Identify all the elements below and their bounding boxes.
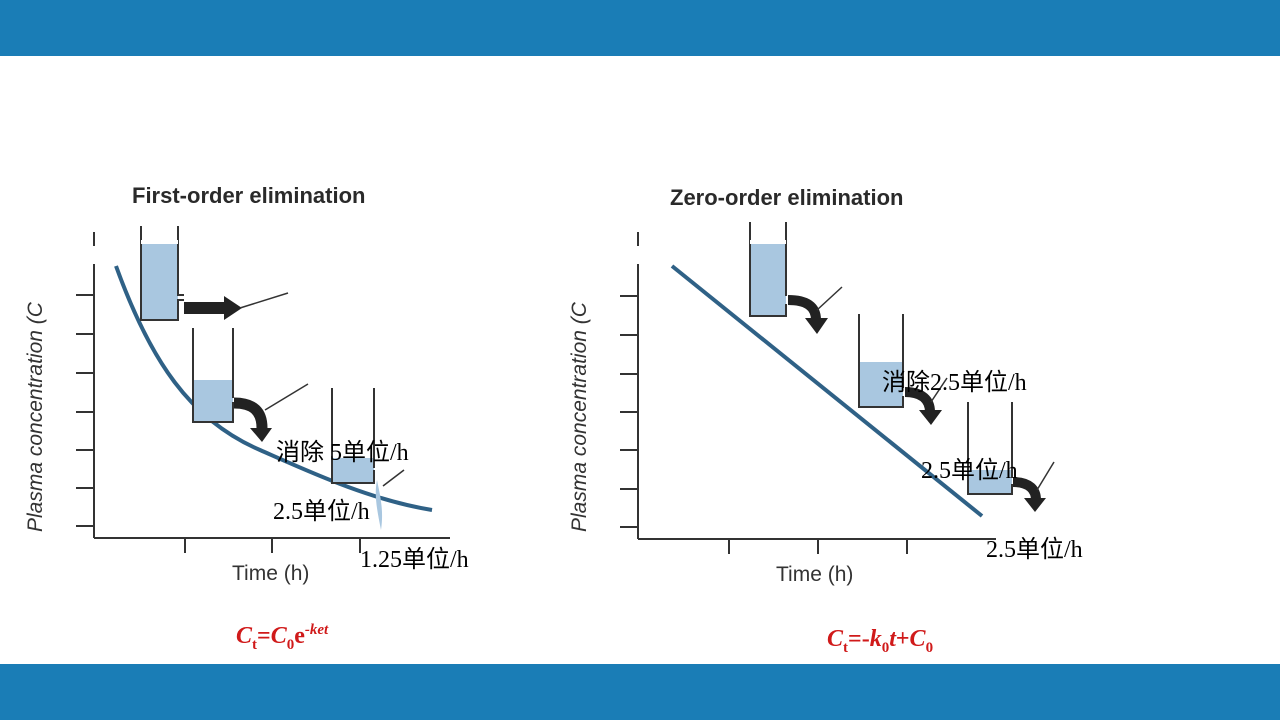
first-order-note-2: 2.5单位/h [273, 499, 370, 525]
zero-order-line [670, 264, 984, 518]
zero-order-panel: Zero-order elimination Plasma concentrat… [568, 185, 1083, 656]
zero-order-container-1 [749, 222, 843, 334]
first-order-panel: First-order elimination Plasma concentra… [0, 0, 640, 664]
zero-order-note-2: 2.5单位/h [921, 458, 1018, 484]
first-order-title: First-order elimination [132, 183, 366, 208]
zero-order-title: Zero-order elimination [670, 185, 904, 210]
zero-order-diagram [620, 222, 1055, 554]
bottom-banner [0, 664, 1280, 720]
zero-order-y-ticks [620, 256, 638, 528]
top-banner [0, 0, 1280, 56]
zero-order-x-ticks [728, 539, 908, 554]
first-order-x-axis-label: Time (h) [232, 562, 310, 585]
first-order-diagram [60, 226, 640, 553]
zero-order-x-axis-label: Time (h) [776, 563, 854, 586]
first-order-note-3: 1.25单位/h [360, 547, 469, 573]
first-order-x-ticks [184, 538, 361, 553]
first-order-curve [114, 265, 433, 512]
zero-order-container-2 [858, 314, 948, 425]
first-order-note-1: 消除 5单位/h [276, 440, 409, 466]
zero-order-note-3: 2.5单位/h [986, 537, 1083, 563]
first-order-container-3 [331, 388, 405, 530]
zero-order-note-1: 消除2.5单位/h [882, 370, 1027, 396]
first-order-formula: Ct=C0e-ket [236, 622, 329, 653]
zero-order-y-axis-label: Plasma concentration (C [568, 302, 591, 532]
zero-order-container-3 [967, 402, 1055, 512]
first-order-container-1 [140, 226, 289, 321]
first-order-container-2 [192, 328, 309, 442]
zero-order-formula: Ct=-k0t+C0 [827, 626, 934, 656]
